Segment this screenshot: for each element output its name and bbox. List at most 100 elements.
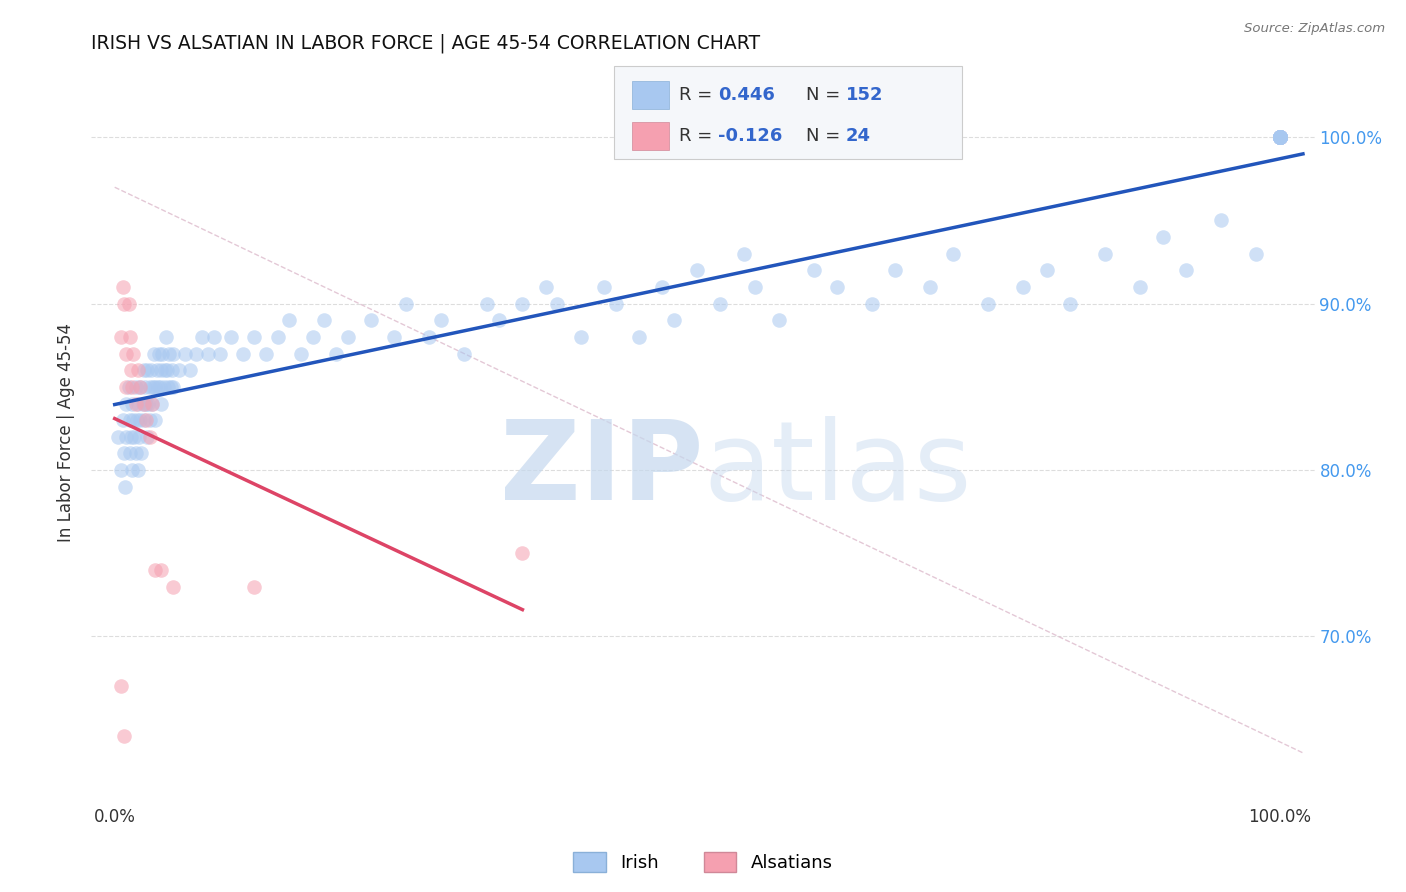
Point: [120, 430, 142, 444]
Point: [150, 363, 173, 377]
Point: [605, 296, 627, 310]
Point: [1094, 246, 1116, 260]
Point: [118, 446, 141, 460]
Point: [115, 346, 138, 360]
Point: [1035, 263, 1057, 277]
Point: [124, 446, 146, 460]
Point: [124, 380, 146, 394]
Point: [1246, 246, 1268, 260]
Point: [1268, 130, 1291, 145]
Point: [267, 330, 290, 344]
Point: [395, 296, 418, 310]
Point: [150, 563, 173, 577]
Point: [1268, 130, 1291, 145]
Point: [110, 679, 132, 693]
Point: [120, 363, 142, 377]
Point: [301, 330, 323, 344]
Point: [920, 280, 942, 294]
Point: [129, 413, 152, 427]
Text: N =: N =: [806, 128, 839, 145]
Point: [314, 313, 336, 327]
Point: [512, 546, 534, 560]
Point: [115, 430, 138, 444]
Point: [686, 263, 709, 277]
Point: [1268, 130, 1291, 145]
Point: [124, 396, 146, 410]
Point: [1268, 130, 1291, 145]
Point: [1268, 130, 1291, 145]
Point: [118, 380, 141, 394]
Point: [1268, 130, 1291, 145]
Point: [138, 380, 160, 394]
Point: [159, 380, 181, 394]
Point: [546, 296, 568, 310]
Text: ZIP: ZIP: [499, 417, 703, 523]
Point: [110, 330, 132, 344]
Point: [569, 330, 592, 344]
Point: [825, 280, 848, 294]
Point: [162, 580, 184, 594]
Point: [162, 380, 184, 394]
Point: [1268, 130, 1291, 145]
Text: R =: R =: [679, 128, 711, 145]
Point: [1268, 130, 1291, 145]
Point: [1268, 130, 1291, 145]
Point: [1268, 130, 1291, 145]
Point: [145, 363, 167, 377]
Point: [156, 363, 179, 377]
Point: [121, 380, 143, 394]
Text: 0.446: 0.446: [717, 87, 775, 104]
Point: [1268, 130, 1291, 145]
Point: [1268, 130, 1291, 145]
Point: [593, 280, 616, 294]
Point: [167, 363, 190, 377]
Point: [157, 380, 180, 394]
Point: [1268, 130, 1291, 145]
Point: [1268, 130, 1291, 145]
Point: [114, 480, 136, 494]
Point: [129, 380, 152, 394]
Point: [1268, 130, 1291, 145]
FancyBboxPatch shape: [633, 122, 669, 151]
Text: -0.126: -0.126: [717, 128, 782, 145]
Point: [131, 446, 153, 460]
Point: [860, 296, 883, 310]
Point: [453, 346, 475, 360]
Point: [155, 330, 177, 344]
FancyBboxPatch shape: [613, 66, 962, 159]
Text: 24: 24: [846, 128, 872, 145]
Point: [124, 430, 146, 444]
Point: [430, 313, 453, 327]
Text: Source: ZipAtlas.com: Source: ZipAtlas.com: [1244, 22, 1385, 36]
Point: [243, 330, 266, 344]
Point: [197, 346, 219, 360]
Point: [136, 430, 159, 444]
Point: [768, 313, 790, 327]
Point: [122, 346, 145, 360]
Point: [1268, 130, 1291, 145]
Point: [110, 463, 132, 477]
Point: [146, 380, 169, 394]
Point: [709, 296, 731, 310]
Point: [118, 413, 141, 427]
Point: [115, 396, 138, 410]
Point: [136, 363, 159, 377]
Point: [138, 430, 160, 444]
Point: [803, 263, 825, 277]
Point: [1268, 130, 1291, 145]
Point: [1268, 130, 1291, 145]
Text: atlas: atlas: [703, 417, 972, 523]
Point: [138, 413, 160, 427]
Text: 152: 152: [846, 87, 883, 104]
Point: [1268, 130, 1291, 145]
Point: [232, 346, 254, 360]
Point: [1268, 130, 1291, 145]
Point: [118, 296, 141, 310]
Point: [112, 446, 135, 460]
FancyBboxPatch shape: [633, 81, 669, 110]
Point: [152, 346, 174, 360]
Point: [1268, 130, 1291, 145]
Point: [145, 563, 167, 577]
Point: [1129, 280, 1152, 294]
Point: [278, 313, 301, 327]
